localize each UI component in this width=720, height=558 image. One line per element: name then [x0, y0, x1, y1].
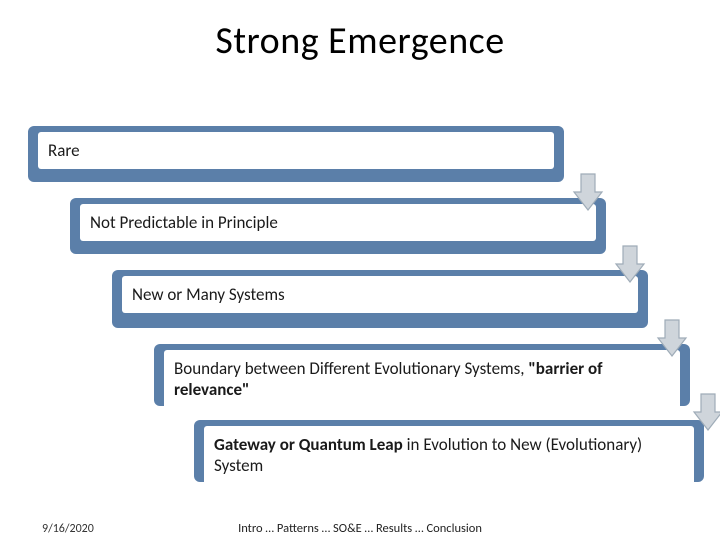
- down-arrow-icon: [656, 318, 688, 358]
- staircase-diagram: Rare Not Predictable in Principle New or M…: [0, 126, 720, 496]
- down-arrow-icon: [692, 392, 720, 432]
- step-label-2: Not Predictable in Principle: [80, 204, 596, 241]
- step-4: Boundary between Different Evolutionary …: [154, 344, 690, 406]
- down-arrow-icon: [572, 172, 604, 212]
- step-label-3: New or Many Systems: [122, 276, 638, 313]
- footer-date: 9/16/2020: [42, 522, 94, 536]
- step-label-4: Boundary between Different Evolutionary …: [164, 350, 680, 409]
- page-title: Strong Emergence: [0, 18, 720, 64]
- step-label-5: Gateway or Quantum Leap in Evolution to …: [204, 426, 694, 485]
- down-arrow-icon: [614, 244, 646, 284]
- step-3: New or Many Systems: [112, 270, 648, 328]
- step-5: Gateway or Quantum Leap in Evolution to …: [194, 420, 704, 482]
- step-1: Rare: [28, 126, 564, 182]
- step-2: Not Predictable in Principle: [70, 198, 606, 254]
- step-label-1: Rare: [38, 132, 554, 169]
- footer-nav: Intro … Patterns … SO&E … Results … Conc…: [238, 521, 482, 536]
